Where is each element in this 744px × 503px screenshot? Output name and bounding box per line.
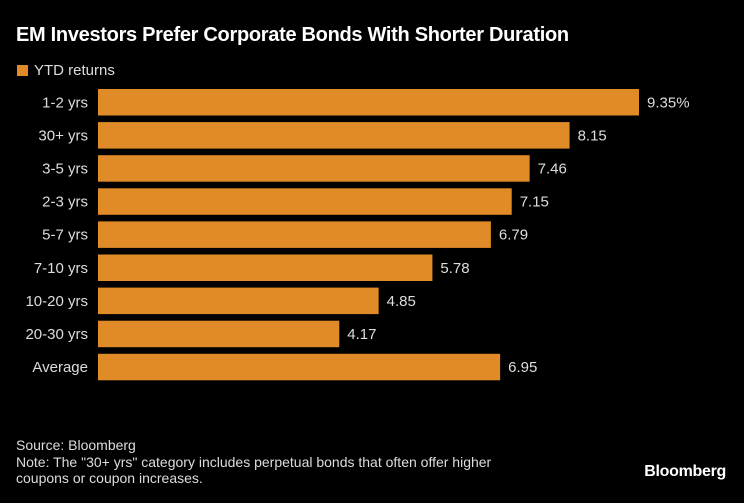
bar [98,353,501,381]
data-label: 7.46 [538,160,567,177]
category-label: 20-30 yrs [25,326,88,343]
category-label: 3-5 yrs [42,160,88,177]
data-label: 6.95 [508,359,537,376]
legend-label: YTD returns [34,62,115,79]
category-label: 30+ yrs [38,127,88,144]
bar [98,155,530,182]
legend: YTD returns [17,62,115,79]
source-text: Source: Bloomberg [16,437,136,453]
data-label: 4.17 [347,326,376,343]
footer: Source: Bloomberg Note: The "30+ yrs" ca… [16,437,491,487]
data-label: 6.79 [499,227,528,244]
data-label: 8.15 [578,127,607,144]
data-label: 7.15 [520,194,549,211]
bar [98,188,512,215]
category-label: 2-3 yrs [42,194,88,211]
category-label: Average [32,359,88,376]
category-label: 5-7 yrs [42,227,88,244]
note-text-1: Note: The "30+ yrs" category includes pe… [16,453,492,470]
data-label: 5.78 [440,260,469,277]
category-label: 7-10 yrs [34,260,88,277]
bar [98,221,491,248]
bar [98,287,379,315]
category-label: 10-20 yrs [25,293,88,310]
data-label: 4.85 [387,293,416,310]
category-label: 1-2 yrs [42,94,88,111]
data-label: 9.35% [647,94,690,111]
bloomberg-logo: Bloomberg [644,463,726,480]
note-text-2: coupons or coupon increases. [16,470,203,486]
bar [98,89,639,116]
bar [98,122,570,149]
bar [98,320,340,348]
chart-title: EM Investors Prefer Corporate Bonds With… [16,24,569,46]
bar [98,254,433,281]
legend-swatch [17,65,28,76]
